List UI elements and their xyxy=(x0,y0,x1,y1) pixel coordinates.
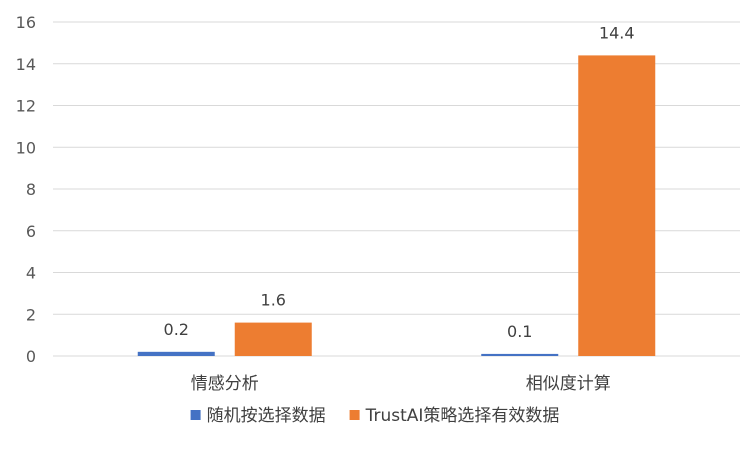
data-label: 0.1 xyxy=(507,322,532,341)
y-tick-label: 4 xyxy=(26,264,36,283)
legend: 随机按选择数据 TrustAI策略选择有效数据 xyxy=(190,406,560,426)
bar-trustai-0 xyxy=(234,322,312,356)
y-tick-label: 16 xyxy=(16,13,36,32)
bar-trustai-1 xyxy=(578,55,656,357)
x-tick-label: 相似度计算 xyxy=(526,374,611,394)
data-labels: 0.2 1.6 0.1 14.4 xyxy=(164,23,635,341)
y-tick-label: 6 xyxy=(26,222,36,241)
x-axis-ticks: 情感分析 相似度计算 xyxy=(191,374,611,394)
y-tick-label: 2 xyxy=(26,305,36,324)
legend-swatch xyxy=(190,410,201,420)
y-tick-label: 12 xyxy=(16,97,36,116)
y-tick-label: 10 xyxy=(16,138,36,157)
data-label: 14.4 xyxy=(599,23,635,42)
bars xyxy=(137,55,656,357)
legend-label: TrustAI策略选择有效数据 xyxy=(365,406,560,426)
y-tick-label: 8 xyxy=(26,180,36,199)
data-label: 1.6 xyxy=(261,291,286,310)
x-tick-label: 情感分析 xyxy=(191,374,259,394)
bar-random-0 xyxy=(137,351,215,356)
legend-label: 随机按选择数据 xyxy=(207,406,326,426)
legend-item-trustai: TrustAI策略选择有效数据 xyxy=(349,406,560,426)
y-axis-ticks: 0 2 4 6 8 10 12 14 16 xyxy=(16,13,36,366)
gridlines xyxy=(53,21,740,357)
y-tick-label: 14 xyxy=(16,55,36,74)
legend-item-random: 随机按选择数据 xyxy=(190,406,326,426)
data-label: 0.2 xyxy=(164,320,189,339)
y-tick-label: 0 xyxy=(26,347,36,366)
legend-swatch xyxy=(349,410,360,420)
bar-random-1 xyxy=(481,353,559,356)
